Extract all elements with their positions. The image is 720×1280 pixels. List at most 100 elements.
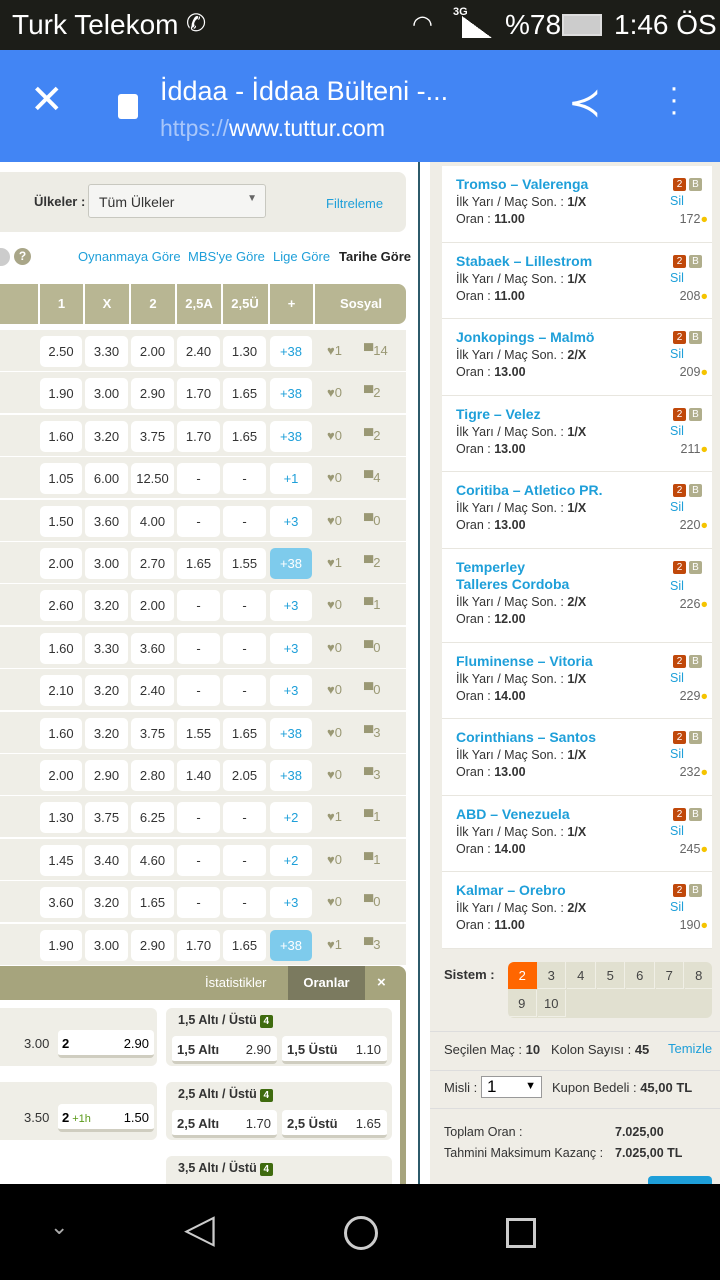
- odds-button[interactable]: 3.75: [85, 802, 128, 834]
- likes[interactable]: ♥0: [327, 627, 342, 669]
- odds-button[interactable]: 4.00: [131, 505, 174, 537]
- comments[interactable]: ▀14: [364, 330, 388, 372]
- odds-button[interactable]: 2.90: [85, 760, 128, 791]
- odds-button[interactable]: 1.70: [177, 929, 220, 961]
- odds-button[interactable]: 3.20: [85, 717, 128, 749]
- odds-button[interactable]: 2.00: [131, 590, 174, 622]
- odds-button[interactable]: 2,5 Altı 1.70: [172, 1110, 277, 1138]
- odds-button[interactable]: 2.05: [223, 760, 266, 791]
- delete-button[interactable]: Sil: [670, 747, 684, 761]
- url[interactable]: https://www.tuttur.com: [160, 115, 385, 142]
- match-name[interactable]: Jonkopings – Malmö: [456, 329, 595, 345]
- system-option[interactable]: 9: [508, 990, 537, 1017]
- delete-button[interactable]: Sil: [670, 194, 684, 208]
- odds-button[interactable]: -: [177, 505, 220, 537]
- odds-button[interactable]: 3.20: [85, 675, 128, 707]
- odds-button[interactable]: 2.40: [177, 336, 220, 367]
- odds-button[interactable]: 12.50: [131, 463, 174, 495]
- table-row[interactable]: 2.60 3.20 2.00- - +3 ♥0 ▀1: [0, 584, 406, 627]
- comments[interactable]: ▀4: [364, 457, 380, 499]
- table-row[interactable]: 2.00 3.00 2.70 1.65 1.55 +38 ♥1 ▀2: [0, 542, 406, 584]
- home-icon[interactable]: [344, 1216, 378, 1250]
- tab-statistics[interactable]: İstatistikler: [205, 975, 267, 990]
- likes[interactable]: ♥0: [327, 415, 342, 457]
- match-name[interactable]: Fluminense – Vitoria: [456, 652, 593, 669]
- delete-button[interactable]: Sil: [670, 500, 684, 514]
- likes[interactable]: ♥0: [327, 754, 342, 796]
- odds-button[interactable]: -: [177, 463, 220, 495]
- odds-button[interactable]: 1.70: [177, 378, 220, 410]
- odds-button[interactable]: 3.60: [131, 632, 174, 664]
- odds-button[interactable]: 3.20: [85, 887, 128, 919]
- odds-button[interactable]: 1.60: [40, 420, 82, 452]
- share-icon[interactable]: ≺: [568, 81, 602, 125]
- odds-button[interactable]: 1.05: [40, 463, 82, 495]
- tab-odds[interactable]: Oranlar: [288, 966, 365, 1000]
- odds-button[interactable]: 3.75: [131, 717, 174, 749]
- odds-button[interactable]: 3.30: [85, 336, 128, 367]
- odds-button[interactable]: 1.65: [131, 887, 174, 919]
- more-bets-button[interactable]: +3: [270, 632, 312, 664]
- hide-keyboard-icon[interactable]: ⌄: [50, 1214, 69, 1239]
- odds-button[interactable]: 2.00: [40, 548, 82, 579]
- table-row[interactable]: 1.90 3.00 2.90 1.70 1.65 +38 ♥0 ▀2: [0, 372, 406, 415]
- odds-button[interactable]: 2 2.90: [58, 1030, 154, 1058]
- sort-by-play[interactable]: Oynanmaya Göre: [78, 249, 181, 264]
- delete-button[interactable]: Sil: [670, 823, 684, 838]
- more-bets-button[interactable]: +3: [270, 505, 312, 537]
- match-name[interactable]: Stabaek – Lillestrom: [456, 252, 593, 269]
- comments[interactable]: ▀0: [364, 669, 380, 711]
- likes[interactable]: ♥1: [327, 542, 342, 584]
- odds-button[interactable]: 1.30: [40, 802, 82, 834]
- odds-button[interactable]: -: [177, 802, 220, 834]
- clear-button[interactable]: Temizle: [668, 1041, 713, 1056]
- odds-button[interactable]: 3.30: [85, 632, 128, 664]
- odds-button[interactable]: 1.60: [40, 632, 82, 664]
- likes[interactable]: ♥0: [327, 712, 342, 754]
- odds-button[interactable]: 3.00: [85, 929, 128, 961]
- delete-button[interactable]: Sil: [670, 347, 684, 361]
- odds-button[interactable]: -: [177, 887, 220, 919]
- odds-button[interactable]: -: [223, 505, 266, 537]
- recents-icon[interactable]: [506, 1218, 536, 1248]
- table-row[interactable]: 1.90 3.00 2.90 1.70 1.65 +38 ♥1 ▀3: [0, 923, 406, 966]
- comments[interactable]: ▀0: [364, 500, 380, 542]
- odds-button[interactable]: 1.60: [40, 717, 82, 749]
- odds-button[interactable]: 2.00: [40, 760, 82, 791]
- odds-button[interactable]: 2 +1h 1.50: [58, 1104, 154, 1132]
- odds-button[interactable]: 1.90: [40, 929, 82, 961]
- odds-button[interactable]: 1.30: [223, 336, 266, 367]
- odds-button[interactable]: 6.25: [131, 802, 174, 834]
- odds-button[interactable]: 3.60: [85, 505, 128, 537]
- odds-button[interactable]: -: [177, 590, 220, 622]
- more-bets-button[interactable]: +38: [270, 548, 312, 579]
- match-name[interactable]: Tigre – Velez: [456, 405, 541, 422]
- table-row[interactable]: 2.00 2.90 2.80 1.40 2.05 +38 ♥0 ▀3: [0, 754, 406, 796]
- more-bets-button[interactable]: +3: [270, 590, 312, 622]
- delete-button[interactable]: Sil: [670, 578, 684, 593]
- odds-button[interactable]: -: [223, 887, 266, 919]
- odds-button[interactable]: 2.70: [131, 548, 174, 579]
- delete-button[interactable]: Sil: [670, 670, 684, 685]
- likes[interactable]: ♥1: [327, 924, 342, 966]
- odds-button[interactable]: -: [223, 844, 266, 876]
- match-name[interactable]: ABD – Venezuela: [456, 805, 570, 822]
- likes[interactable]: ♥1: [327, 330, 342, 372]
- back-icon[interactable]: ◁: [184, 1207, 215, 1251]
- likes[interactable]: ♥0: [327, 839, 342, 881]
- more-bets-button[interactable]: +38: [270, 336, 312, 367]
- more-icon[interactable]: · · ·: [669, 71, 679, 128]
- sort-by-mbs[interactable]: MBS'ye Göre: [188, 249, 265, 264]
- comments[interactable]: ▀3: [364, 712, 380, 754]
- table-row[interactable]: 1.50 3.60 4.00- - +3 ♥0 ▀0: [0, 499, 406, 542]
- more-bets-button[interactable]: +2: [270, 844, 312, 876]
- more-bets-button[interactable]: +38: [270, 929, 312, 961]
- system-option[interactable]: 8: [685, 962, 712, 989]
- odds-button[interactable]: 2.10: [40, 675, 82, 707]
- odds-button[interactable]: -: [177, 675, 220, 707]
- odds-button[interactable]: 1.65: [223, 420, 266, 452]
- table-row[interactable]: 1.45 3.40 4.60- - +2 ♥0 ▀1: [0, 838, 406, 881]
- comments[interactable]: ▀1: [364, 584, 380, 626]
- table-row[interactable]: 1.30 3.75 6.25- - +2 ♥1 ▀1: [0, 796, 406, 839]
- more-bets-button[interactable]: +2: [270, 802, 312, 834]
